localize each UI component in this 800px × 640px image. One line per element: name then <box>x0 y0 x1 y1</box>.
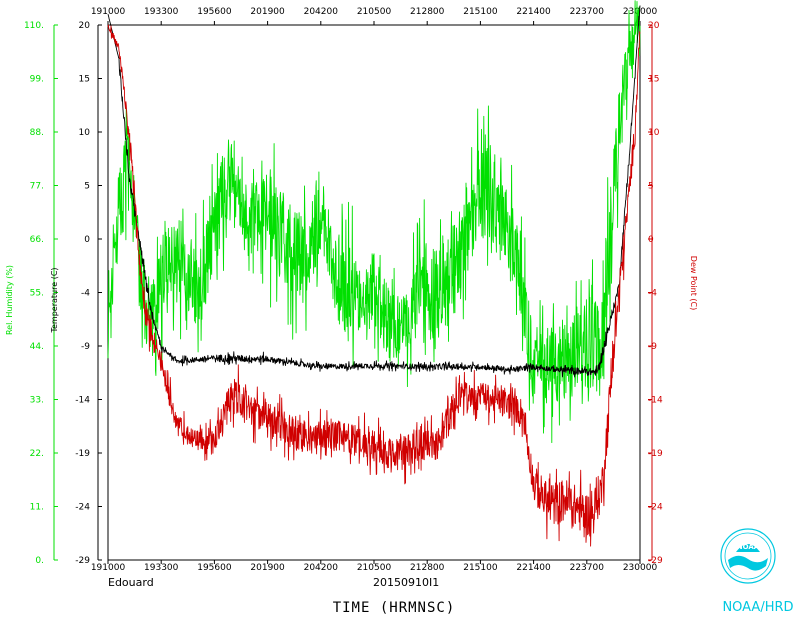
noaa-hrd-label: NOAA/HRD <box>722 600 793 615</box>
rel-humidity-tick-label: 99. <box>30 75 44 85</box>
x-tick-label-bottom: 201900 <box>250 563 285 573</box>
x-tick-label-top: 230000 <box>623 7 658 17</box>
dew-point-axis-label: Dew Point (C) <box>689 256 698 310</box>
temperature-tick-label: -4 <box>81 289 90 299</box>
rel-humidity-tick-label: 66. <box>30 235 44 245</box>
temperature-tick-label: 10 <box>79 128 91 138</box>
rel-humidity-axis: 0. 11. 22. 33. 44. 55. 66. 77. 88. 99. 110. <box>24 21 58 566</box>
data-series <box>107 0 641 547</box>
noaa-logo-inner-text: NOAA <box>737 543 760 551</box>
temperature-line <box>107 5 641 378</box>
temperature-tick-label: 0 <box>84 235 90 245</box>
x-tick-label-bottom: 212800 <box>410 563 445 573</box>
x-tick-label-top: 223700 <box>570 7 605 17</box>
rel-humidity-tick-label: 33. <box>30 396 44 406</box>
x-tick-label-top: 193300 <box>144 7 179 17</box>
dew-point-tick-label: -29 <box>648 556 663 566</box>
x-tick-label-top: 204200 <box>304 7 339 17</box>
rel-humidity-tick-label: 88. <box>30 128 44 138</box>
x-tick-label-top: 201900 <box>250 7 285 17</box>
x-axis-title: TIME (HRMNSC) <box>333 600 456 616</box>
rel-humidity-tick-label: 77. <box>30 182 44 192</box>
x-tick-label-bottom: 223700 <box>570 563 605 573</box>
dew-point-axis: -29 -24 -19 -14 -9 -4 0 5 10 15 20 <box>648 21 663 566</box>
noaa-logo-icon: NOAA <box>720 528 776 584</box>
temperature-tick-label: 5 <box>84 182 90 192</box>
flight-date: 20150910I1 <box>373 576 439 589</box>
x-tick-label-top: 215100 <box>463 7 498 17</box>
dew-point-tick-label: 0 <box>648 235 654 245</box>
dewpoint-line <box>107 24 641 547</box>
temperature-axis: -29 -24 -19 -14 -9 -4 0 5 10 15 20 <box>75 21 102 566</box>
dew-point-tick-label: -24 <box>648 503 663 513</box>
x-tick-label-top: 191000 <box>91 7 126 17</box>
dew-point-tick-label: -14 <box>648 396 663 406</box>
temperature-tick-label: -9 <box>81 342 90 352</box>
dew-point-tick-label: 15 <box>648 75 659 85</box>
x-tick-label-bottom: 193300 <box>144 563 179 573</box>
storm-name: Edouard <box>108 576 154 589</box>
x-tick-label-top: 212800 <box>410 7 445 17</box>
x-tick-label-top: 221400 <box>516 7 551 17</box>
temperature-tick-label: -29 <box>75 556 90 566</box>
rel-humidity-tick-label: 0. <box>35 556 44 566</box>
x-tick-label-bottom: 221400 <box>516 563 551 573</box>
dew-point-tick-label: -9 <box>648 342 657 352</box>
dew-point-tick-label: -4 <box>648 289 657 299</box>
x-tick-label-bottom: 215100 <box>463 563 498 573</box>
x-tick-label-bottom: 230000 <box>623 563 658 573</box>
x-tick-label-top: 210500 <box>357 7 392 17</box>
rel-humidity-tick-label: 11. <box>30 503 44 513</box>
x-tick-label-bottom: 195600 <box>197 563 232 573</box>
temperature-tick-label: -24 <box>75 503 90 513</box>
x-axis-top: 191000 193300 195600 201900 204200 210500 2128… <box>91 7 658 25</box>
x-tick-label-bottom: 204200 <box>304 563 339 573</box>
x-tick-label-bottom: 210500 <box>357 563 392 573</box>
temperature-tick-label: -19 <box>75 449 90 459</box>
x-tick-label-bottom: 191000 <box>91 563 126 573</box>
rel-humidity-tick-label: 22. <box>30 449 44 459</box>
rel-humidity-tick-label: 55. <box>30 289 44 299</box>
temperature-tick-label: 20 <box>79 21 91 31</box>
rel-humidity-tick-label: 110. <box>24 21 44 31</box>
x-axis-bottom: 191000 193300 195600 201900 204200 210500 2128… <box>91 560 658 573</box>
temperature-axis-label: Temperature (C) <box>50 267 59 333</box>
dew-point-tick-label: 5 <box>648 182 654 192</box>
dew-point-tick-label: -19 <box>648 449 663 459</box>
rel-humidity-tick-label: 44. <box>30 342 44 352</box>
dew-point-tick-label: 10 <box>648 128 660 138</box>
dew-point-tick-label: 20 <box>648 21 660 31</box>
x-tick-label-top: 195600 <box>197 7 232 17</box>
humidity-line <box>107 0 641 444</box>
temperature-tick-label: 15 <box>79 75 90 85</box>
rel-humidity-axis-label: Rel. Humidity (%) <box>5 265 14 335</box>
temperature-tick-label: -14 <box>75 396 90 406</box>
